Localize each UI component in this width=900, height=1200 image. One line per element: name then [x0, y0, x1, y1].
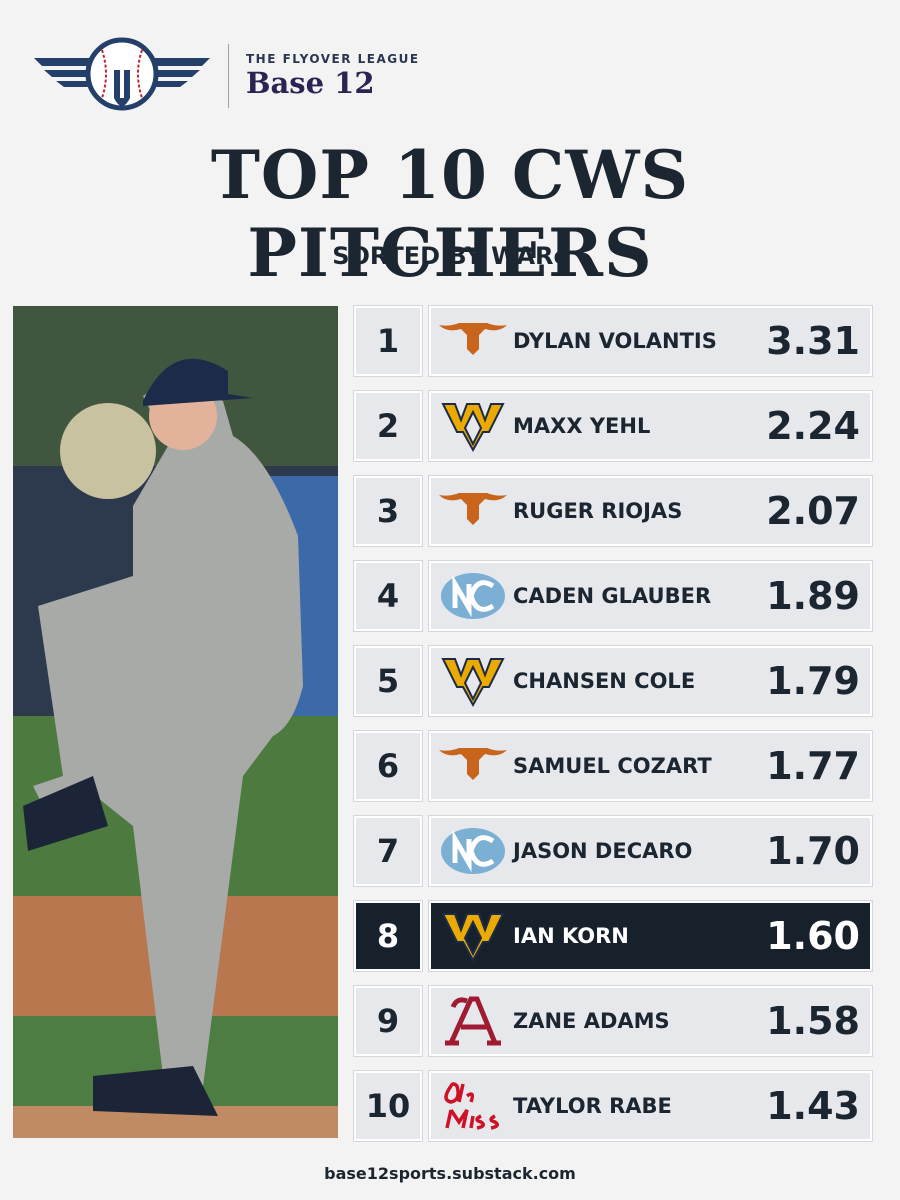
warc-value: 1.60 [766, 914, 860, 958]
warc-value: 1.77 [766, 744, 860, 788]
team-logo [444, 1082, 499, 1130]
rank: 10 [354, 1071, 422, 1141]
rank: 6 [354, 731, 422, 801]
subtitle: SORTED BY WARc [332, 242, 568, 270]
player-cell: JASON DECARO 1.70 [429, 816, 872, 886]
team-logo [439, 748, 507, 780]
rank: 9 [354, 986, 422, 1056]
team-logo [441, 573, 505, 619]
league-logo [34, 37, 210, 111]
team-logo [441, 658, 505, 708]
rank: 8 [354, 901, 422, 971]
player-name: RUGER RIOJAS [513, 499, 683, 523]
team-logo [441, 403, 505, 453]
player-name: IAN KORN [513, 924, 629, 948]
rank: 1 [354, 306, 422, 376]
footer-url: base12sports.substack.com [324, 1164, 576, 1183]
player-name: TAYLOR RABE [513, 1094, 672, 1118]
warc-value: 1.89 [766, 574, 860, 618]
player-cell: MAXX YEHL 2.24 [429, 391, 872, 461]
player-cell: SAMUEL COZART 1.77 [429, 731, 872, 801]
warc-value: 1.43 [766, 1084, 860, 1128]
player-name: DYLAN VOLANTIS [513, 329, 717, 353]
warc-value: 3.31 [766, 319, 860, 363]
divider [228, 44, 229, 108]
team-logo [441, 913, 505, 963]
player-name: SAMUEL COZART [513, 754, 712, 778]
player-cell: RUGER RIOJAS 2.07 [429, 476, 872, 546]
player-name: ZANE ADAMS [513, 1009, 670, 1033]
player-name: JASON DECARO [513, 839, 693, 863]
player-cell: TAYLOR RABE 1.43 [429, 1071, 872, 1141]
brand-name: Base 12 [246, 66, 375, 100]
warc-value: 2.07 [766, 489, 860, 533]
team-logo [439, 323, 507, 355]
team-logo [441, 828, 505, 874]
rank: 4 [354, 561, 422, 631]
player-name: CADEN GLAUBER [513, 584, 712, 608]
warc-value: 2.24 [766, 404, 860, 448]
warc-value: 1.79 [766, 659, 860, 703]
player-name: CHANSEN COLE [513, 669, 696, 693]
player-cell: CADEN GLAUBER 1.89 [429, 561, 872, 631]
rank: 2 [354, 391, 422, 461]
warc-value: 1.58 [766, 999, 860, 1043]
player-photo [13, 306, 338, 1138]
player-name: MAXX YEHL [513, 414, 651, 438]
player-cell: IAN KORN 1.60 [429, 901, 872, 971]
rank: 7 [354, 816, 422, 886]
rank: 3 [354, 476, 422, 546]
player-cell: CHANSEN COLE 1.79 [429, 646, 872, 716]
team-logo [445, 996, 501, 1046]
league-name: THE FLYOVER LEAGUE [246, 52, 420, 66]
warc-value: 1.70 [766, 829, 860, 873]
player-cell: ZANE ADAMS 1.58 [429, 986, 872, 1056]
player-cell: DYLAN VOLANTIS 3.31 [429, 306, 872, 376]
title: TOP 10 CWS PITCHERS [210, 136, 690, 292]
team-logo [439, 493, 507, 525]
rank: 5 [354, 646, 422, 716]
